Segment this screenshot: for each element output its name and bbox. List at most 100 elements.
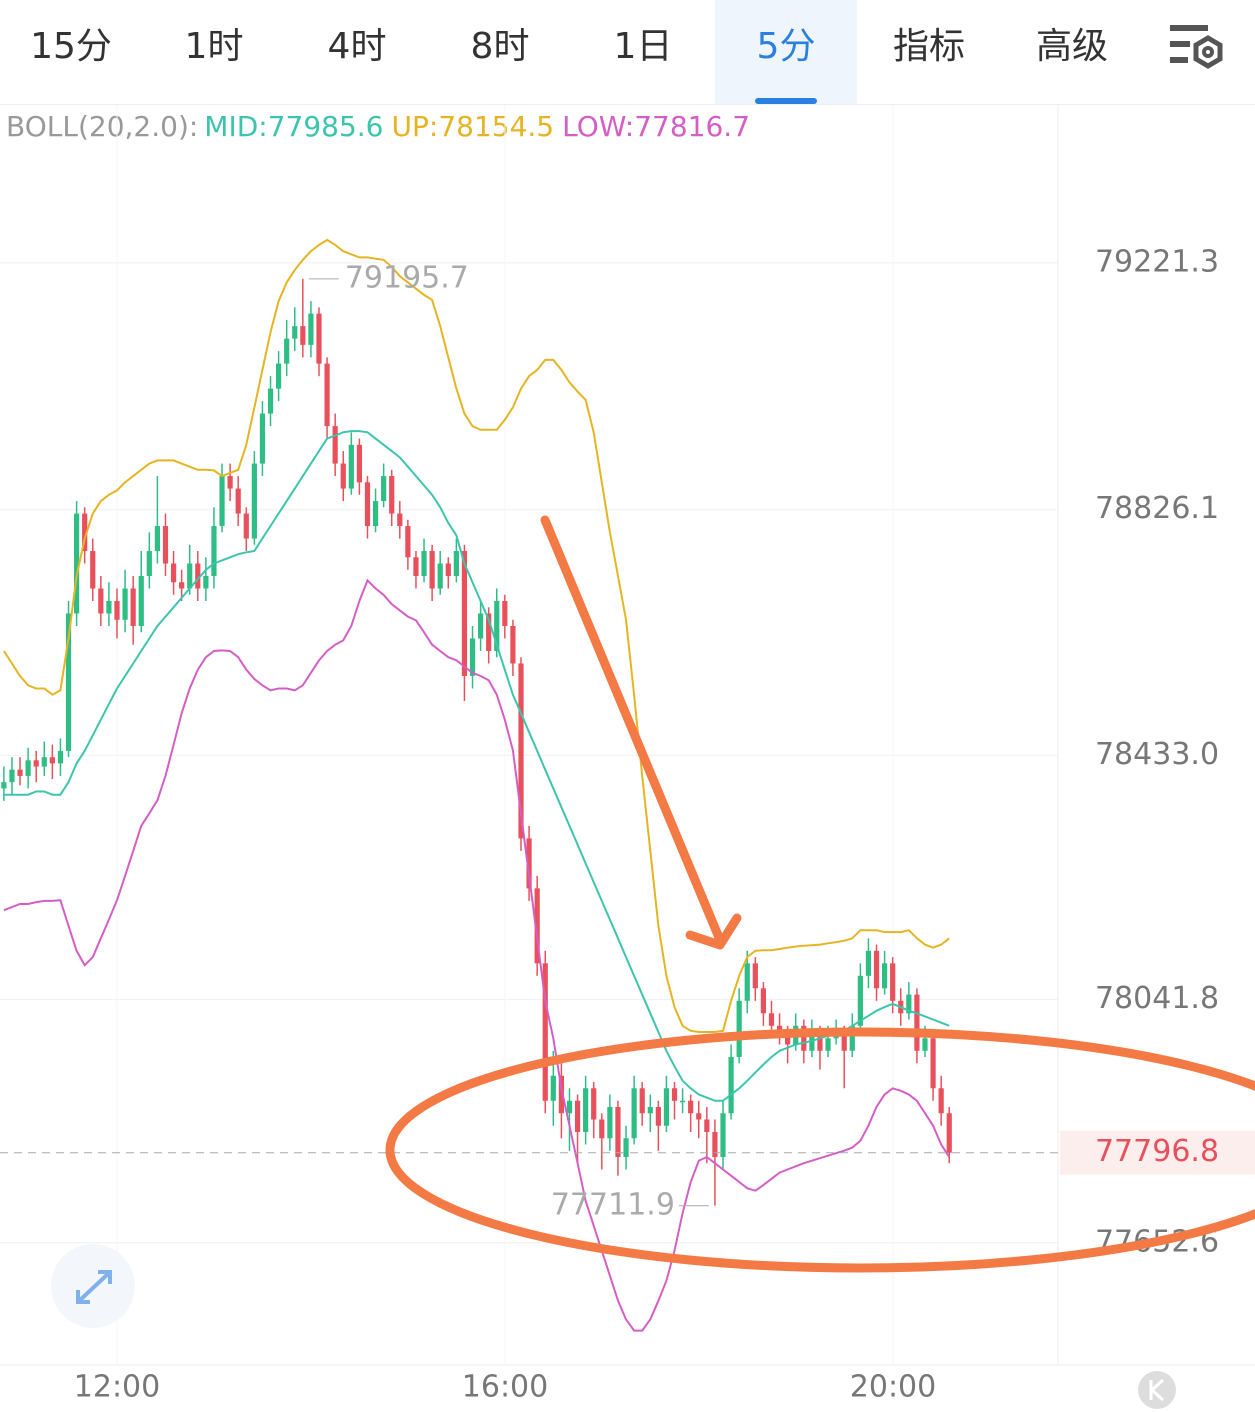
candle-body [550,1075,556,1101]
x-tick-label: 16:00 [462,1370,548,1405]
candle-body [623,1138,629,1157]
candle-body [9,769,15,783]
legend-entry: LOW:77816.7 [562,110,750,143]
timeframe-tabs: 15分 1时 4时 8时 1日 5分 指标 高级 [0,0,1255,105]
candle-body [65,613,72,751]
candle-body [776,1025,783,1033]
candle-body [631,1088,637,1139]
candle-body [801,1025,807,1051]
candle-body [469,638,476,676]
candle-body [284,338,290,364]
candle-body [445,563,451,577]
candle-body [41,757,47,767]
candle-body [914,994,920,1051]
candle-body [292,326,298,339]
candle-body [744,963,750,1001]
candle-body [671,1088,678,1101]
tab[interactable]: 5分 [715,0,857,104]
low-label: 77711.9 [551,1187,675,1222]
tab[interactable]: 高级 [1035,26,1108,67]
candle-body [453,551,459,577]
candle-body [170,563,177,583]
candle-body [25,760,31,776]
candle-body [372,501,379,527]
x-tick-label: 20:00 [850,1370,936,1405]
candle-body [389,476,395,514]
candle-body [873,950,880,989]
y-tick-label: 77652.6 [1095,1224,1219,1259]
candle-body [82,513,88,552]
x-tick-label: 12:00 [74,1370,160,1405]
candle-body [583,1088,589,1132]
candle-body [187,563,193,589]
candle-body [478,613,484,639]
candle-body [1,782,7,789]
candle-body [946,1113,952,1153]
tab[interactable]: 4时 [327,26,387,67]
candle-body [752,963,758,989]
candle-body [841,1032,847,1051]
candle-body [906,994,912,1014]
candle-body [437,563,443,589]
high-label: 79195.7 [345,260,469,295]
candle-body [574,1100,581,1132]
candle-body [688,1100,694,1114]
candle-body [760,988,766,1014]
candle-body [17,769,23,776]
candle-body [647,1107,653,1114]
candle-body [33,760,39,767]
candle-body [122,588,128,620]
boll-line [3,430,950,1102]
candle-body [381,476,387,502]
candle-body [736,1000,742,1058]
candle-body [849,1025,855,1051]
tab[interactable]: 1日 [613,26,673,67]
candle-body [566,1100,573,1114]
candle-body [74,513,80,614]
candle-body [405,526,411,558]
candle-body [106,601,112,614]
candle-body [663,1088,670,1126]
tab[interactable]: 8时 [470,26,530,67]
candle-body [785,1032,791,1045]
candle-body [57,750,64,764]
candle-body [179,582,185,589]
tab[interactable]: 指标 [892,26,965,67]
candle-body [793,1025,799,1045]
candle-body [114,601,120,620]
candle-body [615,1107,621,1157]
candle-body [728,1057,734,1114]
candle-body [930,1038,936,1089]
candle-body [243,513,249,539]
candle-body [591,1088,597,1120]
candle-body [696,1113,702,1120]
legend-entry: BOLL(20,2.0): [6,110,198,143]
candle-body [486,613,492,651]
candle-body [865,950,872,976]
candle-body [154,526,160,552]
candle-body [768,1013,775,1026]
candle-body [364,482,371,527]
candle-body [518,663,524,839]
candle-body [195,563,201,589]
candle-body [890,963,896,1001]
candle-body [324,363,330,427]
candle-body [332,426,338,464]
candle-body [227,476,233,489]
candle-body [235,488,241,514]
candle-body [276,363,282,389]
tab[interactable]: 1时 [184,26,244,67]
candle-body [203,576,209,589]
y-tick-label: 79221.3 [1095,244,1219,279]
candle-body [882,963,888,989]
candle-body [356,444,362,483]
candle-body [300,326,306,345]
legend-entry: MID:77985.6 [204,110,383,143]
y-tick-label: 78826.1 [1095,491,1219,526]
candle-body [720,1113,726,1157]
candle-body [817,1032,823,1051]
tab[interactable]: 15分 [30,26,112,67]
candle-body [502,601,508,626]
